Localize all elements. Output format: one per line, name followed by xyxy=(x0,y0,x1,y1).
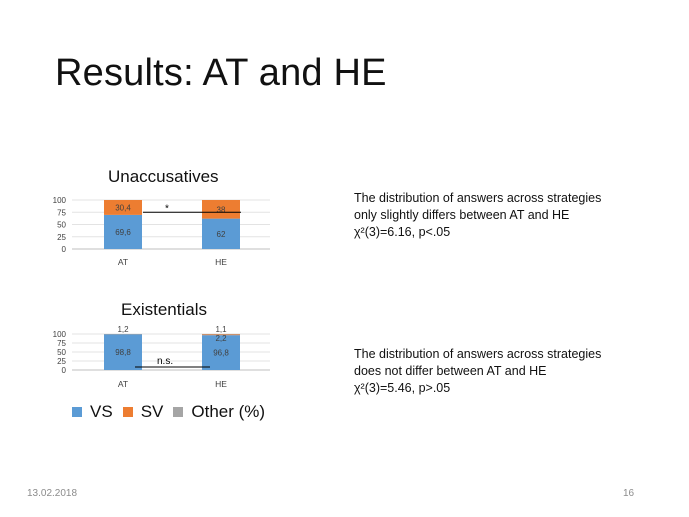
legend-label-other: Other (%) xyxy=(191,402,265,422)
data-label: 30,4 xyxy=(115,203,131,212)
legend-item-sv: SV xyxy=(123,402,164,422)
chart-title-existentials: Existentials xyxy=(121,300,207,320)
bar-other-at xyxy=(104,334,142,335)
y-tick-label: 100 xyxy=(53,330,67,339)
unaccusatives-chart: 0 25 50 75 100 69,6 30,4 AT 62 38 HE * xyxy=(40,190,280,270)
legend-swatch-vs xyxy=(72,407,82,417)
x-category-label: AT xyxy=(118,379,128,389)
x-category-label: AT xyxy=(118,257,128,267)
data-label: 38 xyxy=(217,205,226,214)
data-label: 98,8 xyxy=(115,348,131,357)
legend-item-vs: VS xyxy=(72,402,113,422)
y-tick-label: 75 xyxy=(57,339,66,348)
y-tick-label: 75 xyxy=(57,208,66,217)
data-label: 1,2 xyxy=(117,325,129,334)
significance-marker: n.s. xyxy=(157,356,173,367)
x-category-label: HE xyxy=(215,379,227,389)
description-unaccusatives: The distribution of answers across strat… xyxy=(354,190,601,241)
legend-swatch-sv xyxy=(123,407,133,417)
legend-item-other: Other (%) xyxy=(173,402,265,422)
y-tick-label: 0 xyxy=(62,366,67,375)
y-tick-label: 0 xyxy=(62,245,67,254)
data-label: 96,8 xyxy=(213,349,229,358)
description-line: The distribution of answers across strat… xyxy=(354,346,601,363)
description-line: χ²(3)=6.16, p<.05 xyxy=(354,224,601,241)
data-label: 1,1 xyxy=(215,325,227,334)
legend-swatch-other xyxy=(173,407,183,417)
data-label: 69,6 xyxy=(115,228,131,237)
description-line: The distribution of answers across strat… xyxy=(354,190,601,207)
y-tick-label: 50 xyxy=(57,348,66,357)
description-line: χ²(3)=5.46, p>.05 xyxy=(354,380,601,397)
legend-label-sv: SV xyxy=(141,402,164,422)
slide-page-number: 16 xyxy=(623,488,634,499)
data-label: 62 xyxy=(217,230,226,239)
slide-title: Results: AT and HE xyxy=(55,52,387,95)
legend-label-vs: VS xyxy=(90,402,113,422)
chart-legend: VS SV Other (%) xyxy=(72,402,275,422)
y-tick-label: 100 xyxy=(53,196,67,205)
y-tick-label: 25 xyxy=(57,233,66,242)
slide-date: 13.02.2018 xyxy=(27,488,77,499)
significance-marker: * xyxy=(165,203,169,214)
y-tick-label: 50 xyxy=(57,221,66,230)
description-line: does not differ between AT and HE xyxy=(354,363,601,380)
description-line: only slightly differs between AT and HE xyxy=(354,207,601,224)
data-label: 2,2 xyxy=(215,334,227,343)
y-tick-label: 25 xyxy=(57,357,66,366)
chart-title-unaccusatives: Unaccusatives xyxy=(108,167,219,187)
x-category-label: HE xyxy=(215,257,227,267)
description-existentials: The distribution of answers across strat… xyxy=(354,346,601,397)
